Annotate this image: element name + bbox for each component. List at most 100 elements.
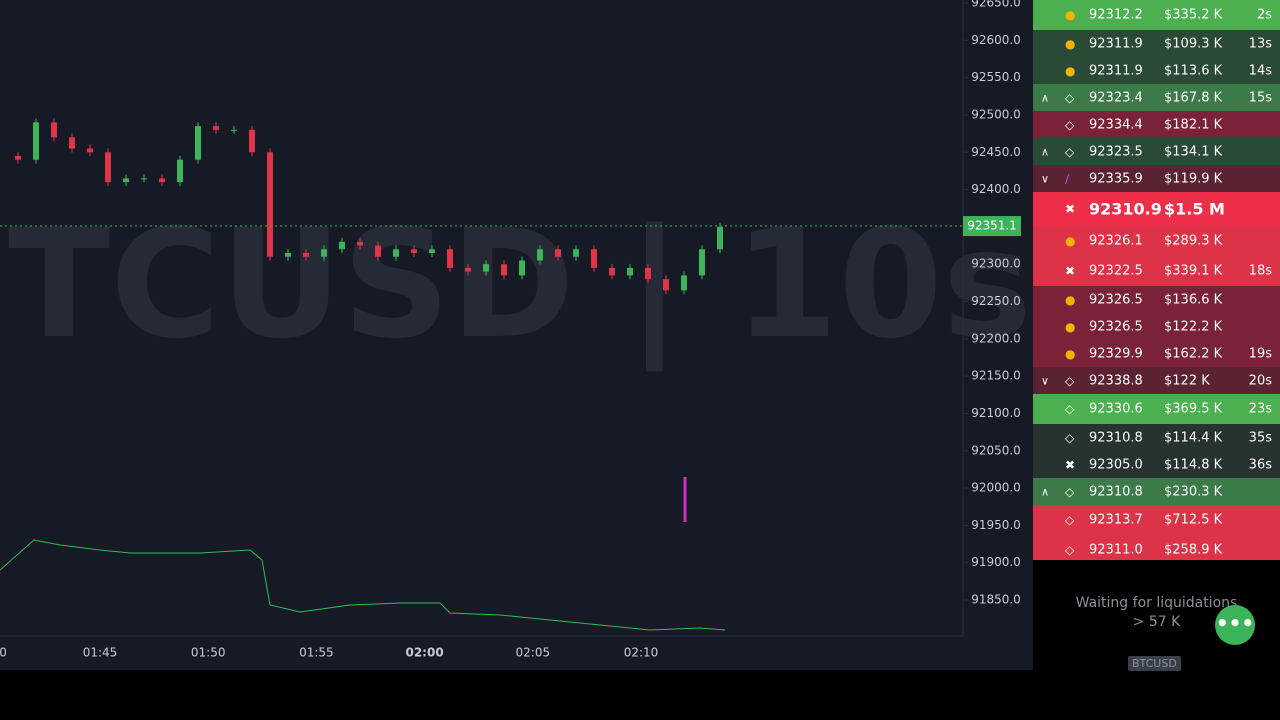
exchange-icon: ◇ xyxy=(1065,373,1075,388)
trade-price: 92330.6 xyxy=(1089,401,1143,417)
candle xyxy=(357,241,363,246)
candle xyxy=(537,249,543,261)
waiting: Waiting for liquidations > 57 K xyxy=(1033,594,1280,632)
trade-price: 92326.5 xyxy=(1089,319,1143,334)
y-tick-label: 92100.0 xyxy=(971,406,1021,420)
trade-time: 2s xyxy=(1256,7,1272,23)
candle xyxy=(303,252,309,257)
trade-time: 15s xyxy=(1248,90,1272,105)
trade-amount: $712.5 K xyxy=(1164,512,1223,528)
trade-amount: $289.3 K xyxy=(1164,233,1223,249)
trade-amount: $119.9 K xyxy=(1164,171,1223,186)
candle xyxy=(717,226,723,250)
trade-price: 92311.0 xyxy=(1089,542,1143,558)
candle xyxy=(573,249,579,257)
trade-row: ✖ 92322.5 $339.1 K 18s xyxy=(1033,256,1280,286)
menu-button[interactable]: ••• xyxy=(1215,605,1255,645)
waiting-text: Waiting for liquidations xyxy=(1075,595,1238,611)
exchange-icon: ◇ xyxy=(1065,513,1075,527)
chart-bg xyxy=(0,0,1033,670)
trade-amount: $335.2 K xyxy=(1164,7,1223,23)
trade-price: 92326.1 xyxy=(1089,233,1143,249)
trade-amount: $122 K xyxy=(1164,373,1210,388)
candle xyxy=(159,178,165,183)
x-tick-label: 01:55 xyxy=(299,646,334,660)
candle xyxy=(519,260,525,276)
trade-price: 92313.7 xyxy=(1089,512,1143,528)
candle xyxy=(465,267,471,272)
candle xyxy=(177,159,183,183)
trade-amount: $114.4 K xyxy=(1164,430,1223,445)
candle xyxy=(393,249,399,257)
trade-row: ✖ 92305.0 $114.8 K 36s xyxy=(1033,451,1280,478)
candle xyxy=(33,122,39,160)
watermark: TCUSD | 10s xyxy=(8,198,1032,372)
trade-price: 92311.9 xyxy=(1089,36,1143,51)
exchange-icon: ● xyxy=(1065,63,1076,78)
candle xyxy=(15,155,21,160)
x-tick-label: 02:10 xyxy=(624,646,659,660)
arrow: ∧ xyxy=(1041,145,1050,158)
candle xyxy=(375,245,381,257)
candle xyxy=(483,264,489,272)
exchange-icon: ● xyxy=(1065,292,1076,307)
exchange-icon: ✖ xyxy=(1065,264,1076,278)
exchange-icon: ✖ xyxy=(1065,202,1076,216)
trade-row: ● 92326.5 $136.6 K xyxy=(1033,286,1280,313)
candle xyxy=(339,241,345,250)
trade-row: ● 92312.2 $335.2 K 2s xyxy=(1033,0,1280,30)
y-tick-label: 91850.0 xyxy=(971,593,1021,607)
trade-amount: $134.1 K xyxy=(1164,144,1223,159)
symbol-tag[interactable]: BTCUSD xyxy=(1128,656,1181,671)
trade-time: 36s xyxy=(1248,457,1272,472)
trade-price: 92334.4 xyxy=(1089,117,1143,132)
candle xyxy=(267,152,273,257)
exchange-icon: ◇ xyxy=(1065,484,1075,499)
candle xyxy=(699,249,705,276)
trade-amount: $122.2 K xyxy=(1164,319,1223,334)
trade-list: ● 92312.2 $335.2 K 2s ● 92311.9 $109.3 K 13s ● 92… xyxy=(1033,0,1280,560)
trade-price: 92305.0 xyxy=(1089,457,1143,472)
trade-row: ∨ ◇ 92338.8 $122 K 20s xyxy=(1033,367,1280,394)
exchange-icon: ● xyxy=(1065,346,1076,361)
trade-row: ● 92326.5 $122.2 K xyxy=(1033,313,1280,340)
trade-price: 92312.2 xyxy=(1089,7,1143,23)
trade-row: ◇ 92311.0 $258.9 K xyxy=(1033,535,1280,560)
trade-price: 92310.9 xyxy=(1089,199,1162,219)
candle xyxy=(105,152,111,183)
exchange-icon: ◇ xyxy=(1065,117,1075,132)
y-tick-label: 92150.0 xyxy=(971,369,1021,383)
candle xyxy=(69,137,75,149)
volume-line xyxy=(0,539,726,631)
exchange-icon: ◇ xyxy=(1065,90,1075,105)
trade-price: 92338.8 xyxy=(1089,373,1143,388)
arrow: ∧ xyxy=(1041,91,1050,104)
trade-amount: $1.5 M xyxy=(1164,199,1225,219)
trade-row: ∧ ◇ 92323.4 $167.8 K 15s xyxy=(1033,84,1280,111)
trade-price: 92311.9 xyxy=(1089,63,1143,78)
candle xyxy=(213,126,219,130)
y-tick-label: 92500.0 xyxy=(971,107,1021,121)
trade-price: 92335.9 xyxy=(1089,171,1143,186)
trade-row: ◇ 92310.8 $114.4 K 35s xyxy=(1033,424,1280,451)
candle xyxy=(51,122,57,138)
trade-row: ● 92329.9 $162.2 K 19s xyxy=(1033,340,1280,367)
trade-price: 92326.5 xyxy=(1089,292,1143,307)
candle xyxy=(663,279,669,291)
trade-price: 92322.5 xyxy=(1089,263,1143,279)
candle xyxy=(285,252,291,257)
candle xyxy=(447,249,453,268)
exchange-icon: ◇ xyxy=(1065,543,1075,557)
y-tick-label: 92550.0 xyxy=(971,70,1021,84)
trade-row: ◇ 92334.4 $182.1 K xyxy=(1033,111,1280,138)
chart: TCUSD | 10s 92650.0 92600.0 92550.0 92500.0… xyxy=(0,0,1033,670)
trade-row: ● 92311.9 $109.3 K 13s xyxy=(1033,30,1280,57)
last-price: 92351.1 xyxy=(967,219,1017,233)
candle xyxy=(87,148,93,153)
candle xyxy=(123,178,129,183)
trade-amount: $162.2 K xyxy=(1164,346,1223,361)
trade-amount: $167.8 K xyxy=(1164,90,1223,105)
y-tick-label: 92300.0 xyxy=(971,257,1021,271)
trade-time: 35s xyxy=(1248,430,1272,445)
last-price-tag xyxy=(963,216,1021,237)
